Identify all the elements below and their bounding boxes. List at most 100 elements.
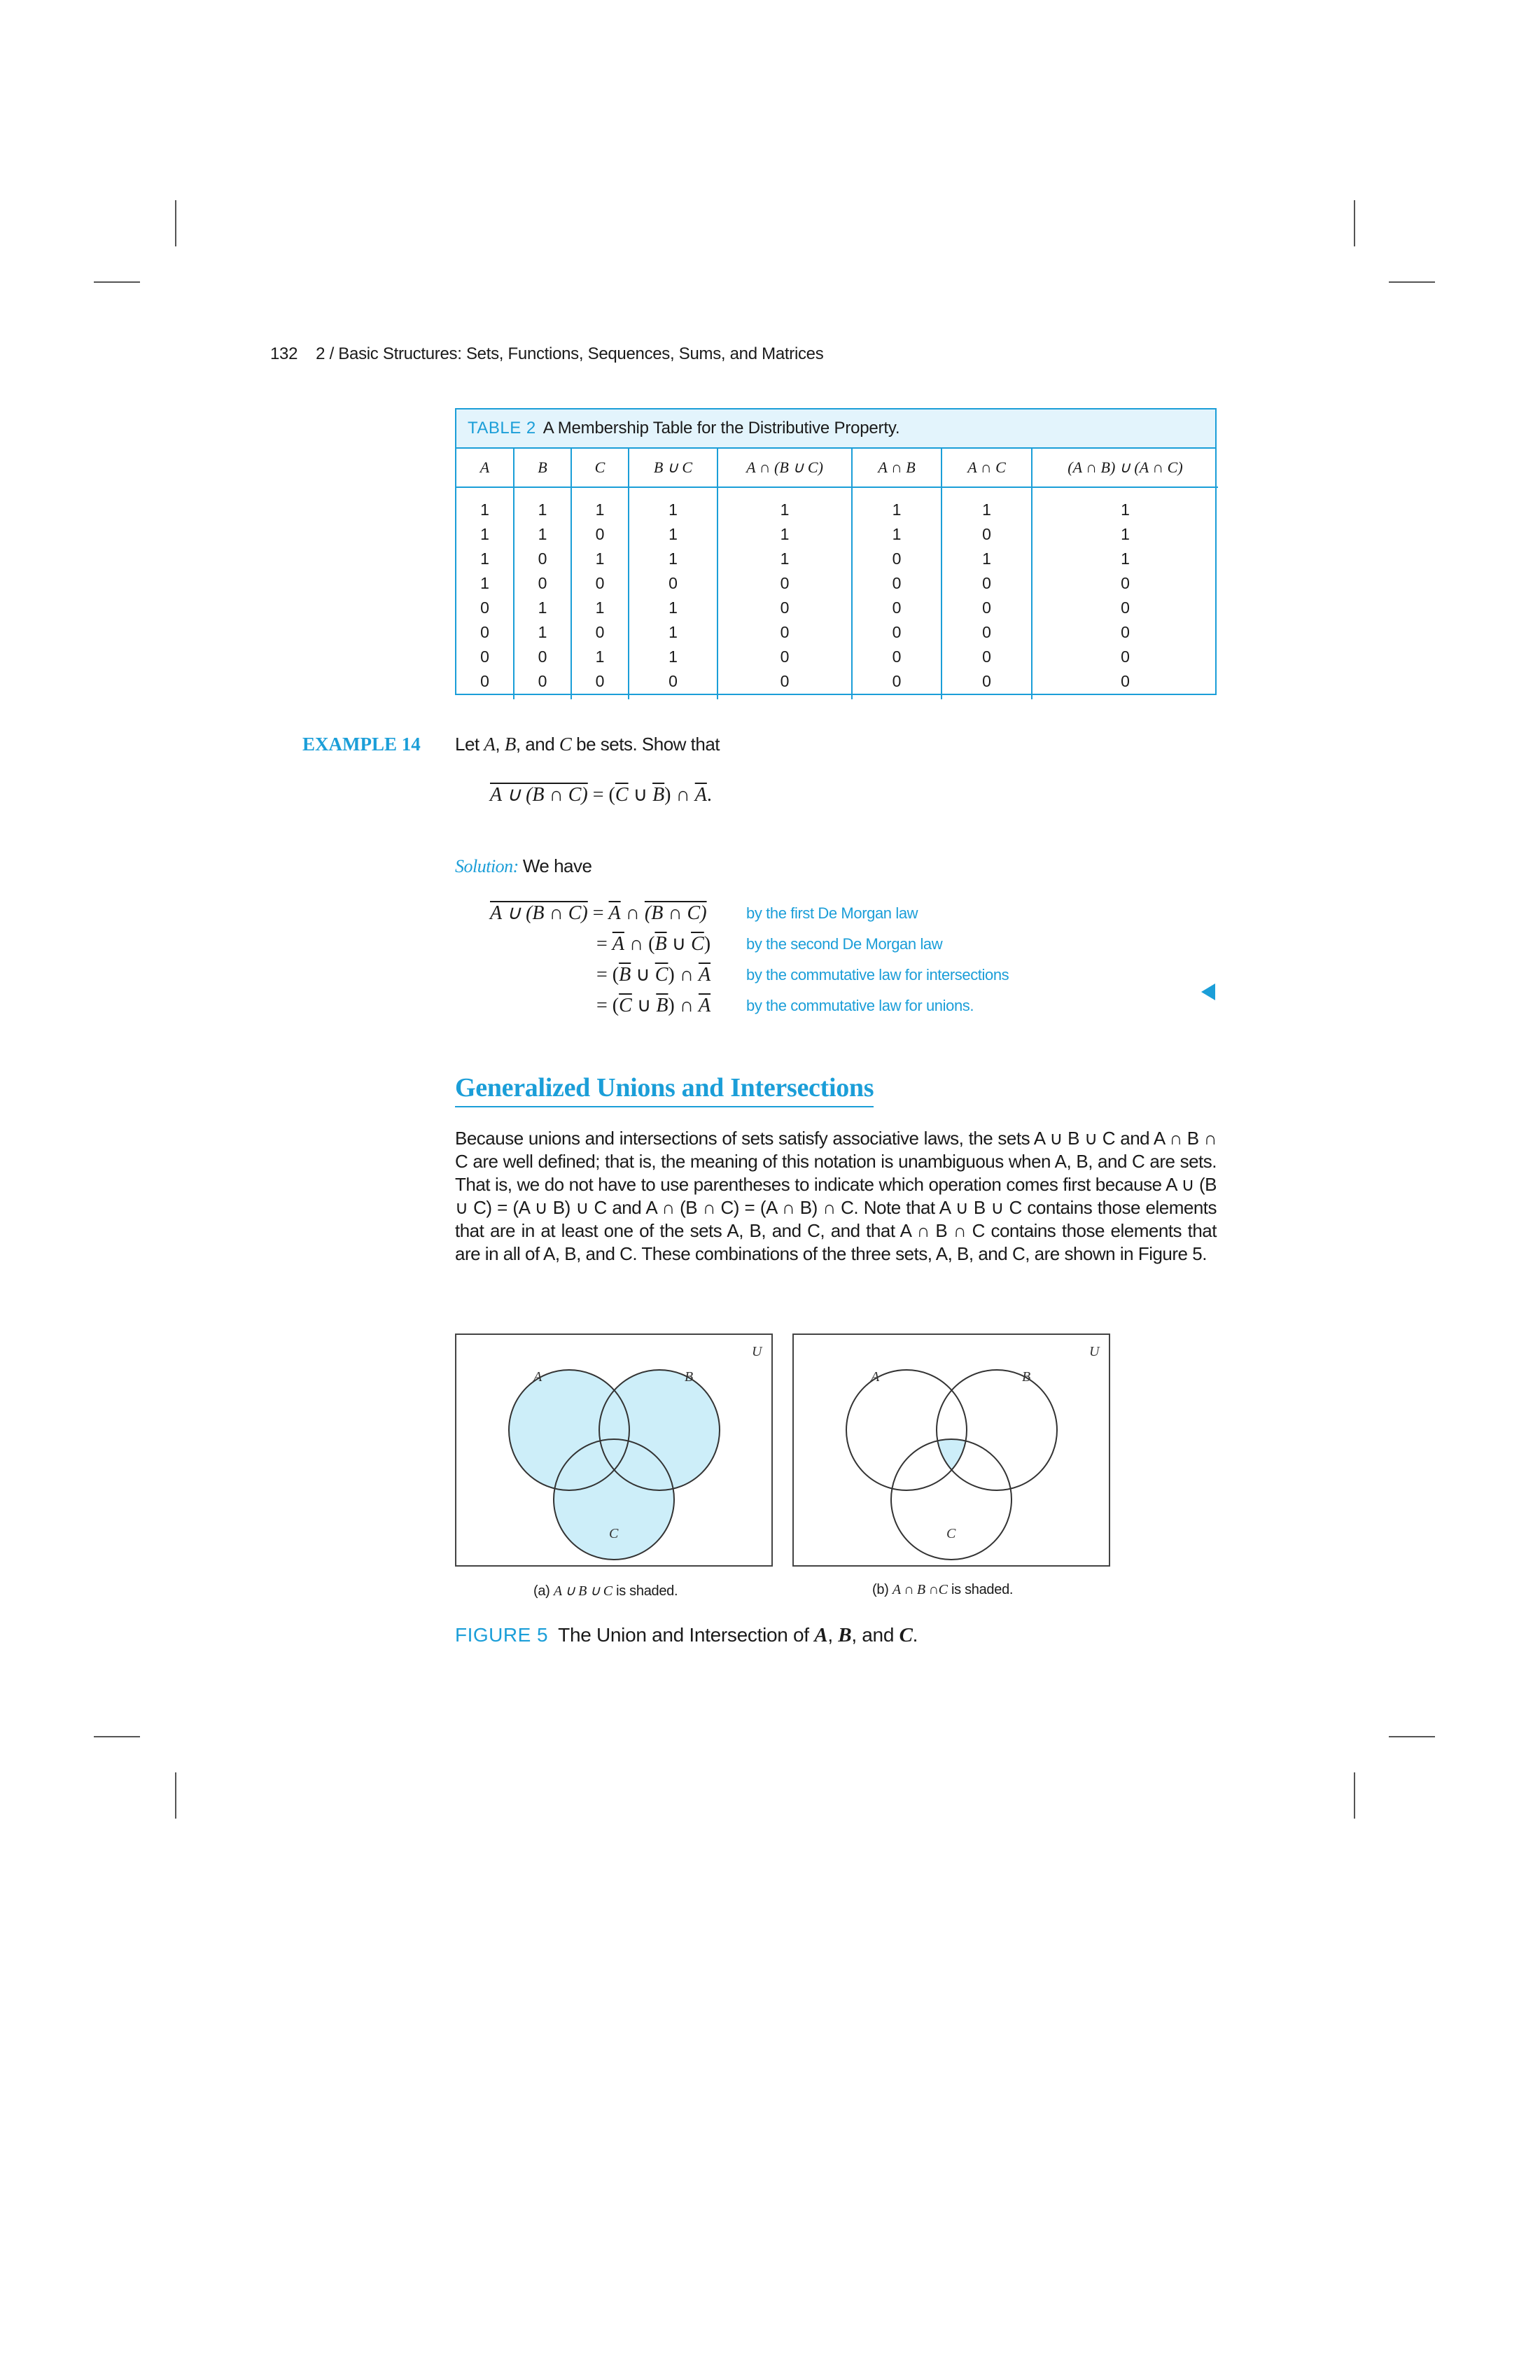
step-note-3: by the commutative law for intersections (746, 966, 1009, 983)
column-header: (A ∩ B) ∪ (A ∩ C) (1031, 449, 1218, 488)
figure-caption-text: , and (851, 1624, 899, 1646)
table-cell: 1 (513, 522, 571, 547)
table-cell: 0 (941, 620, 1032, 645)
table-cell: 1 (851, 487, 941, 522)
set-b-circle (936, 1369, 1058, 1491)
set-c: C (559, 734, 572, 755)
table-cell: 1 (570, 645, 629, 669)
set-a-circle (846, 1369, 967, 1491)
crop-mark (94, 281, 140, 283)
table-cell: 1 (513, 620, 571, 645)
table-cell: 0 (480, 672, 489, 690)
step-note-1: by the first De Morgan law (746, 904, 918, 922)
table-cell: 0 (1031, 571, 1218, 596)
column-header: A ∩ C (941, 449, 1032, 488)
table-cell: 1 (1031, 487, 1218, 522)
table-cell: 1 (513, 596, 571, 620)
column-header: A (456, 449, 514, 488)
running-head: 132 2 / Basic Structures: Sets, Functions… (270, 344, 824, 364)
set-b-circle (598, 1369, 720, 1491)
table-cell: 0 (480, 648, 489, 666)
table-cell: 1 (628, 522, 718, 547)
table-cell: 0 (941, 645, 1032, 669)
set-b: B (504, 734, 517, 755)
venn-diagram-intersection: U A B C (792, 1334, 1110, 1567)
table-cell: 1 (717, 487, 852, 522)
crop-mark (1389, 1736, 1435, 1737)
table-cell: 0 (480, 598, 489, 617)
table-cell: 1 (717, 522, 852, 547)
step-note-4: by the commutative law for unions. (746, 997, 974, 1014)
caption-prefix: (b) (872, 1582, 889, 1597)
figure-label: FIGURE 5 (455, 1624, 549, 1646)
set-outlines (846, 1369, 1058, 1560)
crop-mark (1354, 200, 1355, 246)
solution-text: We have (522, 855, 592, 876)
crop-mark (94, 1736, 140, 1737)
table-caption-text: A Membership Table for the Distributive … (542, 419, 900, 438)
table-cell: 1 (628, 547, 718, 571)
table-cell: 0 (851, 596, 941, 620)
statement-text: , and (515, 734, 559, 755)
table-cell: 0 (513, 547, 571, 571)
table-cell: 1 (480, 500, 489, 519)
crop-mark (175, 1772, 176, 1819)
figure-caption: FIGURE 5 The Union and Intersection of A,… (455, 1624, 918, 1647)
table-cell: 0 (717, 645, 852, 669)
table-caption: TABLE 2 A Membership Table for the Distr… (456, 410, 1215, 449)
table-cell: 1 (480, 525, 489, 543)
table-cell: 1 (513, 487, 571, 522)
crop-mark (175, 200, 176, 246)
table-cell: 0 (513, 571, 571, 596)
set-c-circle (890, 1438, 1012, 1560)
set-c-label: C (609, 1526, 619, 1541)
derivation-step-4: = (C ∪ B) ∩ A (596, 995, 711, 1016)
crop-mark (1389, 281, 1435, 283)
table-cell: 0 (941, 596, 1032, 620)
table-cell: 1 (628, 487, 718, 522)
table-cell: 0 (570, 522, 629, 547)
comma: , (495, 734, 505, 755)
section-paragraph: Because unions and intersections of sets… (455, 1128, 1217, 1264)
statement-text: Let (455, 734, 484, 755)
derivation-step-1: A ∪ (B ∩ C) = A ∩ (B ∩ C) (490, 902, 707, 924)
table-cell: 0 (717, 620, 852, 645)
table-cell: 0 (628, 669, 718, 699)
table-cell: 0 (570, 571, 629, 596)
set-b-label: B (1022, 1369, 1030, 1385)
column-header: B ∪ C (628, 449, 718, 488)
universe-label: U (752, 1344, 763, 1359)
membership-table: TABLE 2 A Membership Table for the Distr… (455, 408, 1218, 699)
running-title: 2 / Basic Structures: Sets, Functions, S… (316, 344, 824, 363)
table-cell: 0 (851, 547, 941, 571)
set-b-label: B (685, 1369, 693, 1385)
statement-text: be sets. Show that (571, 734, 720, 755)
caption-set-a: A (814, 1624, 828, 1646)
table-label: TABLE 2 (468, 419, 536, 438)
caption-suffix: is shaded. (951, 1582, 1014, 1597)
table-cell: 1 (1031, 522, 1218, 547)
table-cell: 0 (570, 620, 629, 645)
panel-b-caption: (b) A ∩ B ∩C is shaded. (872, 1582, 1013, 1598)
universe-label: U (1089, 1344, 1100, 1359)
table-cell: 0 (1031, 596, 1218, 620)
table-cell: 0 (851, 571, 941, 596)
set-a: A (484, 734, 496, 755)
panel-a-caption: (a) A ∪ B ∪ C is shaded. (533, 1582, 678, 1600)
example-statement: Let A, B, and C be sets. Show that (455, 734, 720, 755)
derivation-step-3: = (B ∪ C) ∩ A (596, 964, 711, 986)
table-cell: 0 (717, 669, 852, 699)
column-header: B (513, 449, 571, 488)
crop-mark (1354, 1772, 1355, 1819)
table-cell: 0 (1031, 669, 1218, 699)
set-a-circle (508, 1369, 630, 1491)
set-outlines (508, 1369, 720, 1560)
